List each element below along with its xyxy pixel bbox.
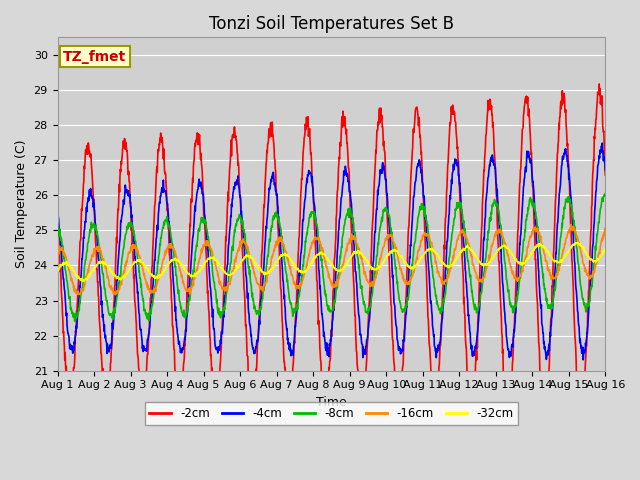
-4cm: [175, 338, 183, 344]
-2cm: [595, 81, 603, 87]
-8cm: [537, 252, 545, 257]
-16cm: [237, 244, 245, 250]
-4cm: [488, 158, 496, 164]
-4cm: [162, 192, 170, 197]
-8cm: [237, 215, 245, 221]
-16cm: [111, 292, 119, 298]
-4cm: [602, 168, 609, 173]
-2cm: [54, 201, 61, 207]
-4cm: [237, 196, 244, 202]
-4cm: [417, 165, 424, 170]
-2cm: [602, 172, 609, 178]
Line: -4cm: -4cm: [58, 143, 605, 360]
-2cm: [417, 132, 424, 138]
-16cm: [567, 222, 575, 228]
Line: -32cm: -32cm: [58, 242, 605, 282]
Title: Tonzi Soil Temperatures Set B: Tonzi Soil Temperatures Set B: [209, 15, 454, 33]
-16cm: [537, 233, 545, 239]
-32cm: [54, 267, 61, 273]
-32cm: [537, 241, 545, 247]
-8cm: [71, 318, 79, 324]
-8cm: [176, 299, 184, 304]
-32cm: [417, 255, 424, 261]
Line: -16cm: -16cm: [58, 225, 605, 295]
-4cm: [598, 140, 606, 146]
-4cm: [579, 357, 587, 363]
-8cm: [54, 220, 61, 226]
Line: -8cm: -8cm: [58, 193, 605, 321]
-16cm: [488, 241, 496, 247]
-2cm: [237, 202, 244, 207]
-2cm: [175, 393, 183, 399]
-32cm: [574, 240, 582, 245]
-16cm: [176, 268, 184, 274]
Line: -2cm: -2cm: [58, 84, 605, 418]
-4cm: [54, 216, 61, 222]
-16cm: [602, 227, 609, 232]
-2cm: [488, 112, 496, 118]
-32cm: [163, 264, 170, 269]
-8cm: [488, 202, 496, 208]
-32cm: [488, 256, 496, 262]
Legend: -2cm, -4cm, -8cm, -16cm, -32cm: -2cm, -4cm, -8cm, -16cm, -32cm: [145, 402, 518, 425]
-2cm: [162, 181, 170, 187]
-8cm: [602, 191, 609, 196]
-8cm: [417, 204, 424, 210]
Text: TZ_fmet: TZ_fmet: [63, 49, 126, 64]
-16cm: [417, 240, 424, 245]
-4cm: [536, 296, 544, 302]
-2cm: [537, 370, 545, 376]
-8cm: [163, 216, 170, 222]
-2cm: [504, 415, 512, 420]
Y-axis label: Soil Temperature (C): Soil Temperature (C): [15, 140, 28, 268]
-32cm: [176, 259, 184, 265]
X-axis label: Time: Time: [316, 396, 347, 409]
-32cm: [79, 279, 86, 285]
-32cm: [602, 245, 609, 251]
-16cm: [163, 249, 170, 254]
-16cm: [54, 251, 61, 256]
-32cm: [237, 260, 245, 265]
